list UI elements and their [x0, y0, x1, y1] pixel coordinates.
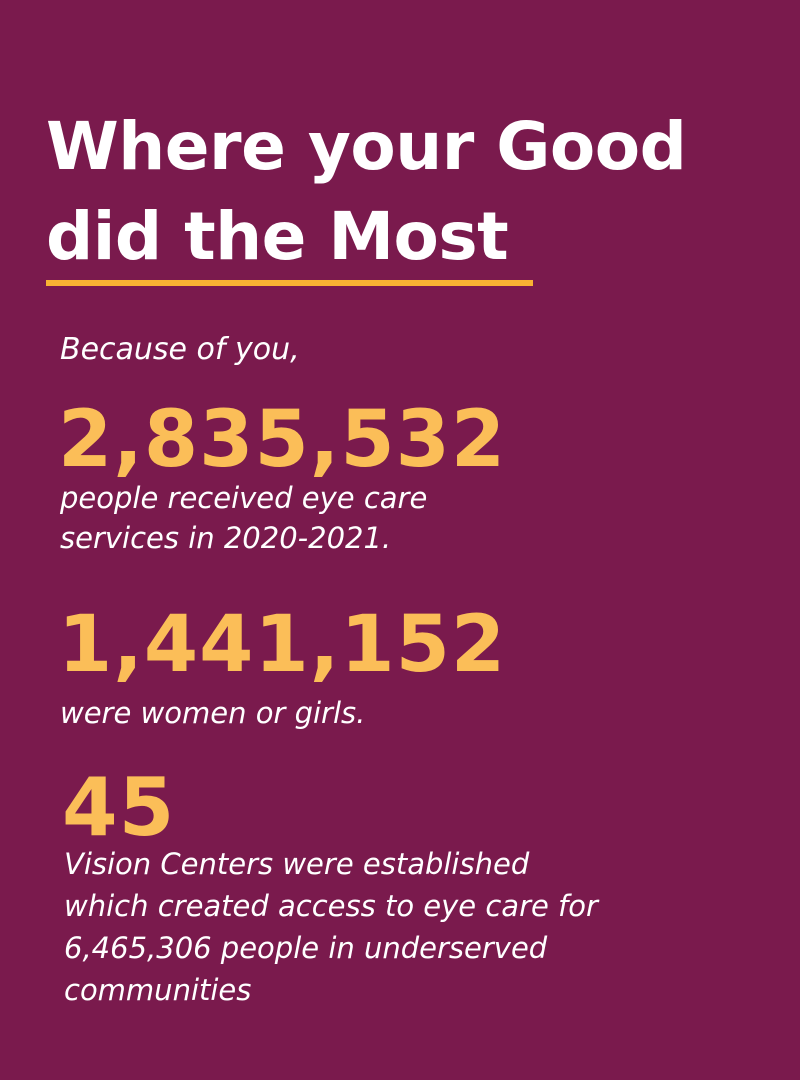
stat-people-served: 2,835,532 [58, 395, 507, 485]
stat-vision-centers: 45 [62, 761, 176, 854]
description-line: Vision Centers were established [64, 847, 530, 881]
headline-line-2: did the Most [46, 198, 509, 275]
headline: Where your Good did the Most [46, 102, 766, 282]
description-line: 6,465,306 people in underserved [64, 931, 548, 965]
stat-people-served-description: people received eye care services in 202… [60, 478, 700, 558]
stat-women-girls-description: were women or girls. [60, 693, 700, 733]
intro-text: Because of you, [60, 332, 300, 367]
stat-vision-centers-description: Vision Centers were established which cr… [64, 843, 754, 1011]
description-line: were women or girls. [60, 696, 366, 730]
description-line: people received eye care [60, 481, 428, 515]
description-line: services in 2020-2021. [60, 521, 392, 555]
headline-line-1: Where your Good [46, 108, 687, 185]
description-line: which created access to eye care for [64, 889, 598, 923]
description-line: communities [64, 973, 252, 1007]
headline-underline [46, 280, 533, 286]
stat-women-girls: 1,441,152 [58, 600, 507, 690]
